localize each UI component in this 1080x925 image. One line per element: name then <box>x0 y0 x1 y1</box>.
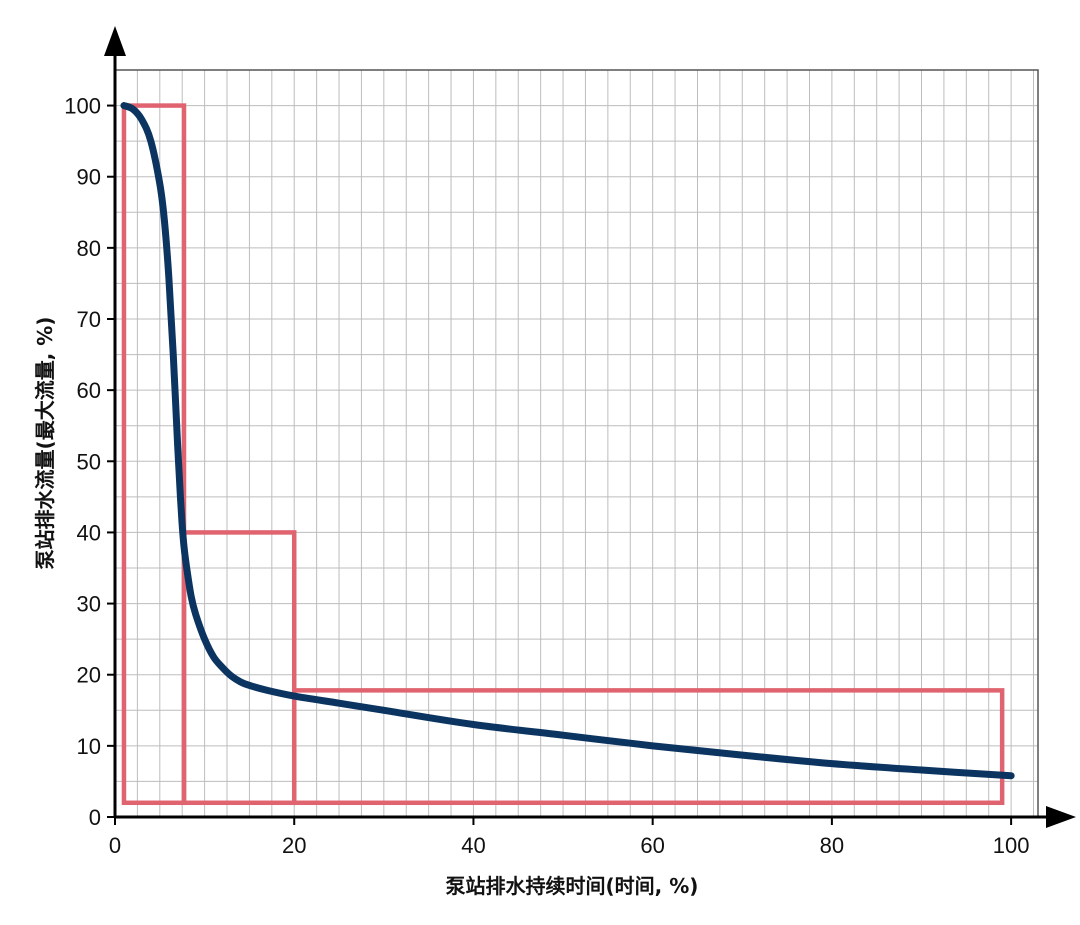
x-tick-label: 100 <box>993 833 1030 858</box>
y-tick-label: 0 <box>89 805 101 830</box>
y-tick-label: 10 <box>77 734 101 759</box>
y-tick-label: 50 <box>77 449 101 474</box>
y-tick-label: 100 <box>64 94 101 119</box>
x-axis-title: 泵站排水持续时间(时间, %) <box>446 874 699 898</box>
y-tick-label: 30 <box>77 592 101 617</box>
flow-duration-curve <box>120 102 1015 780</box>
x-tick-label: 0 <box>109 833 121 858</box>
duration-boxes <box>121 103 1005 806</box>
y-axis-title: 泵站排水流量(最大流量, %) <box>33 317 57 570</box>
x-tick-label: 40 <box>461 833 485 858</box>
x-axis-arrow <box>1046 806 1076 828</box>
series-group <box>120 102 1015 780</box>
y-tick-label: 80 <box>77 236 101 261</box>
duration-box <box>121 103 187 806</box>
y-tick-label: 70 <box>77 307 101 332</box>
y-tick-label: 90 <box>77 165 101 190</box>
x-tick-labels: 0 20 40 60 80 100 <box>109 817 1030 858</box>
x-tick-label: 20 <box>282 833 306 858</box>
y-tick-labels: 0 10 20 30 40 50 60 70 80 90 100 <box>64 94 115 830</box>
y-tick-label: 20 <box>77 663 101 688</box>
axes <box>104 26 1076 828</box>
y-tick-label: 40 <box>77 520 101 545</box>
duration-box <box>291 688 1005 806</box>
x-tick-label: 80 <box>820 833 844 858</box>
duration-box <box>181 530 297 806</box>
x-tick-label: 60 <box>640 833 664 858</box>
y-axis-arrow <box>104 26 126 56</box>
grid-lines <box>114 69 1038 818</box>
y-tick-label: 60 <box>77 378 101 403</box>
